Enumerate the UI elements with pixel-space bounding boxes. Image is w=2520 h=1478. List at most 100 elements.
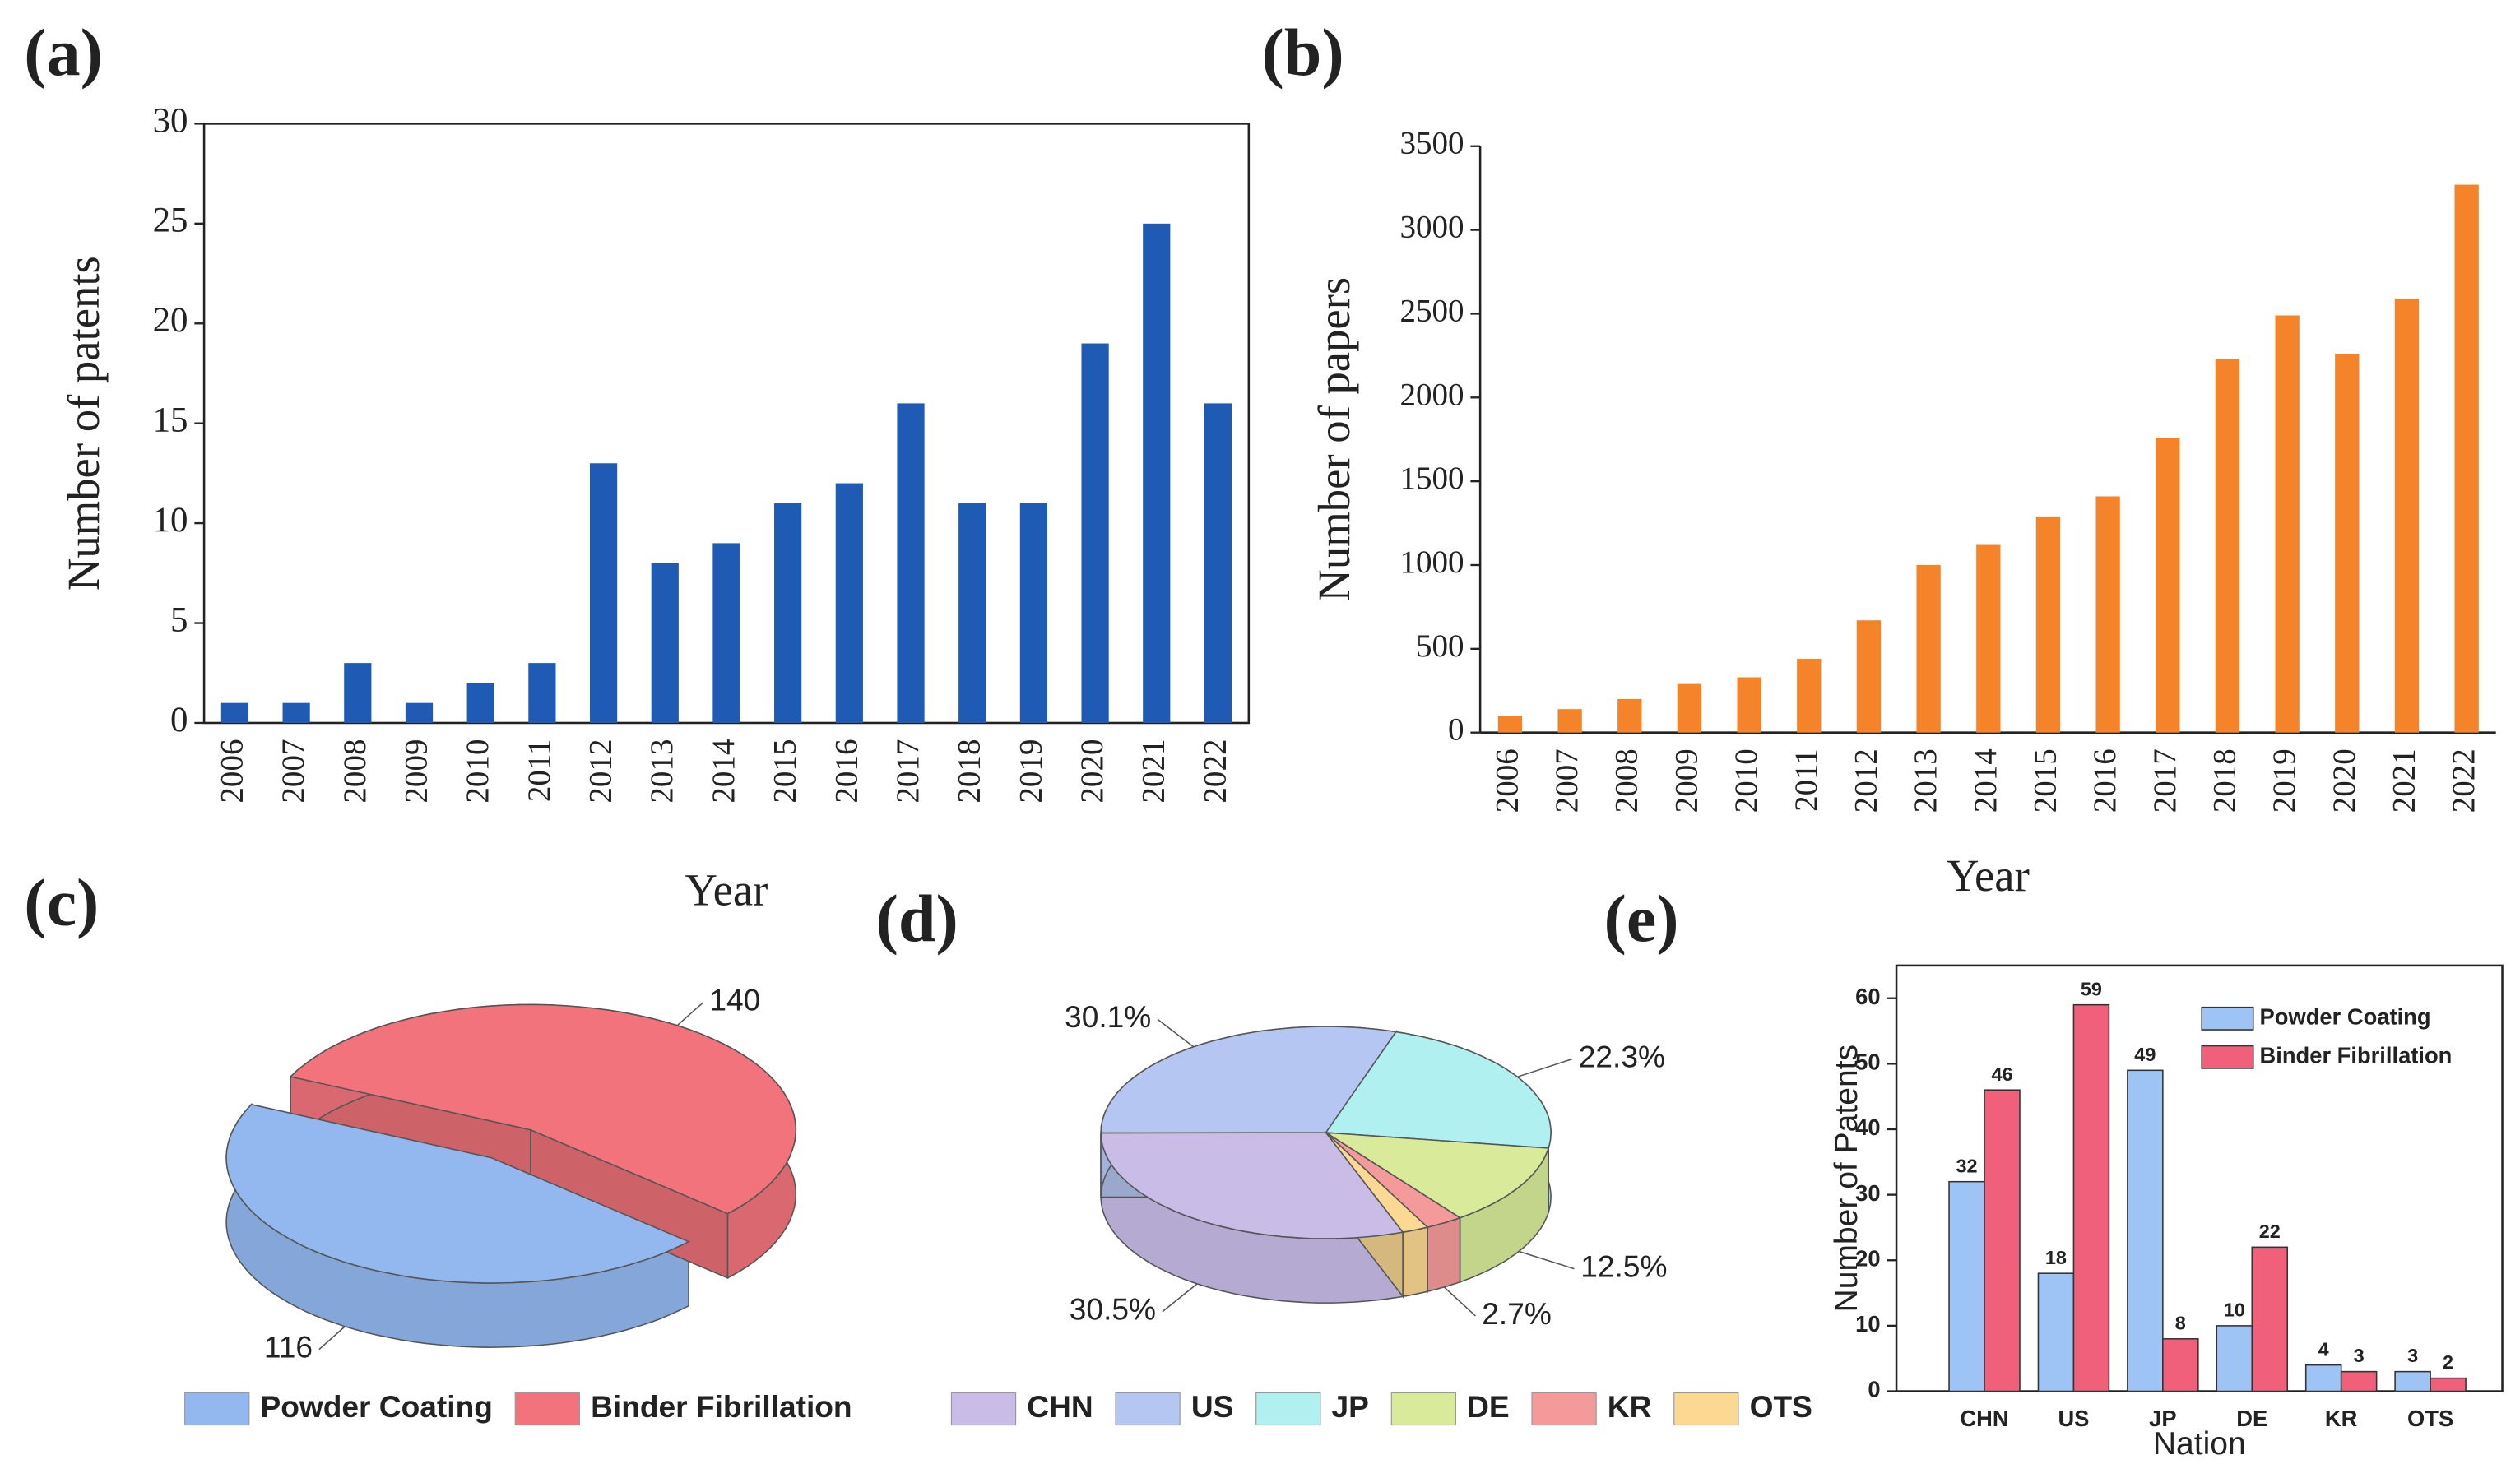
- y-tick-label: 0: [170, 701, 188, 739]
- x-tick-label: US: [2058, 1406, 2089, 1431]
- y-tick-label: 1500: [1399, 461, 1464, 496]
- x-tick-label: 2012: [583, 739, 619, 804]
- bar: [1677, 683, 1702, 733]
- x-tick-label: 2012: [1848, 748, 1883, 813]
- bar: [2127, 1069, 2164, 1392]
- legend-swatch: [514, 1392, 580, 1426]
- bar: [2394, 299, 2420, 733]
- bar: [1984, 1089, 2021, 1392]
- x-tick-label: JP: [2149, 1406, 2176, 1431]
- data-label: 49: [2134, 1044, 2156, 1065]
- bar: [2430, 1377, 2467, 1392]
- x-tick-label: 2016: [828, 739, 864, 803]
- data-label: 46: [1991, 1063, 2012, 1085]
- legend-swatch: [1673, 1392, 1739, 1426]
- bar: [958, 503, 986, 723]
- x-tick-label: 2009: [1668, 748, 1704, 813]
- legend-swatch: [950, 1392, 1017, 1426]
- bar: [2304, 1364, 2342, 1392]
- x-tick-label: 2017: [890, 739, 926, 803]
- y-axis-label: Number of Patents: [1829, 1045, 1864, 1313]
- y-tick-label: 0: [1868, 1377, 1880, 1402]
- bar: [344, 663, 372, 723]
- panel-label: (b): [1261, 15, 1344, 90]
- data-label: 3: [2407, 1345, 2418, 1366]
- slice-top: [1100, 1132, 1404, 1239]
- legend-swatch: [1390, 1392, 1457, 1426]
- slice-top: [1325, 1132, 1550, 1219]
- bar: [2037, 1272, 2075, 1392]
- data-label: 22.3%: [1579, 1039, 1665, 1073]
- data-label: 2: [2443, 1351, 2453, 1373]
- y-tick-label: 30: [153, 101, 188, 140]
- x-tick-label: 2006: [214, 739, 249, 804]
- x-tick-label: 2010: [1729, 748, 1764, 813]
- x-tick-label: 2016: [2087, 748, 2123, 813]
- x-tick-label: 2007: [276, 739, 311, 804]
- legend-swatch: [1255, 1392, 1321, 1426]
- bar: [2454, 184, 2479, 733]
- bar: [2162, 1338, 2199, 1392]
- bar: [405, 702, 434, 723]
- x-tick-label: 2011: [1789, 748, 1824, 812]
- bar: [220, 702, 249, 723]
- bar: [835, 483, 863, 723]
- bar: [528, 663, 556, 723]
- panel-label: (a): [24, 15, 103, 90]
- data-label: 30.1%: [1065, 999, 1151, 1034]
- y-tick-label: 50: [1855, 1049, 1880, 1075]
- x-tick-label: 2014: [1968, 748, 2003, 813]
- data-label: 30.5%: [1070, 1292, 1156, 1327]
- data-label: 3: [2354, 1345, 2365, 1366]
- x-tick-label: 2018: [2207, 748, 2242, 813]
- x-tick-label: 2007: [1549, 748, 1585, 813]
- leader-line: [676, 1002, 704, 1026]
- y-tick-label: 15: [153, 401, 188, 440]
- legend-label: CHN: [1027, 1389, 1093, 1424]
- x-tick-label: 2019: [2267, 748, 2302, 813]
- data-label: 22: [2259, 1221, 2281, 1242]
- y-tick-label: 2000: [1399, 377, 1464, 412]
- legend-label: US: [1191, 1389, 1234, 1424]
- legend-label: OTS: [1750, 1389, 1812, 1424]
- y-axis-label: Number of papers: [1309, 277, 1359, 602]
- x-tick-label: OTS: [2407, 1406, 2453, 1431]
- x-tick-label: 2011: [522, 739, 557, 802]
- legend-swatch: [1531, 1392, 1597, 1426]
- x-tick-label: 2008: [337, 739, 373, 804]
- bar: [2035, 516, 2061, 733]
- bar: [712, 543, 740, 723]
- bar: [1204, 403, 1232, 723]
- legend-swatch: [1115, 1392, 1181, 1426]
- bar: [1019, 503, 1048, 723]
- y-tick-label: 500: [1416, 628, 1464, 664]
- bar: [1948, 1180, 1985, 1392]
- leader-line: [1518, 1250, 1575, 1270]
- bar: [2335, 354, 2360, 733]
- bar: [2072, 1003, 2110, 1392]
- plot-frame: [1895, 964, 2504, 1392]
- data-label: 10: [2224, 1299, 2245, 1320]
- bar: [774, 503, 802, 723]
- x-axis-label: Year: [1947, 850, 2030, 901]
- y-tick-label: 2500: [1399, 293, 1464, 328]
- y-tick-label: 3000: [1399, 210, 1464, 245]
- slice-top: [1325, 1031, 1552, 1149]
- bar: [1617, 698, 1642, 733]
- bar: [2095, 496, 2120, 733]
- y-tick-label: 1000: [1399, 544, 1464, 580]
- leader-line: [1157, 1018, 1195, 1048]
- legend-label: Powder Coating: [260, 1389, 492, 1424]
- legend-label: Binder Fibrillation: [591, 1389, 852, 1424]
- y-tick-label: 40: [1855, 1114, 1880, 1140]
- slice-top: [225, 1104, 690, 1284]
- data-label: 59: [2081, 978, 2102, 999]
- legend-swatch: [2201, 1045, 2254, 1069]
- bar: [2340, 1370, 2378, 1392]
- y-tick-label: 25: [153, 202, 188, 240]
- data-label: 8: [2175, 1312, 2186, 1333]
- x-tick-label: 2014: [706, 739, 741, 804]
- x-tick-label: 2021: [1136, 739, 1172, 804]
- leader-line: [1517, 1058, 1573, 1078]
- x-tick-label: 2020: [2327, 748, 2362, 813]
